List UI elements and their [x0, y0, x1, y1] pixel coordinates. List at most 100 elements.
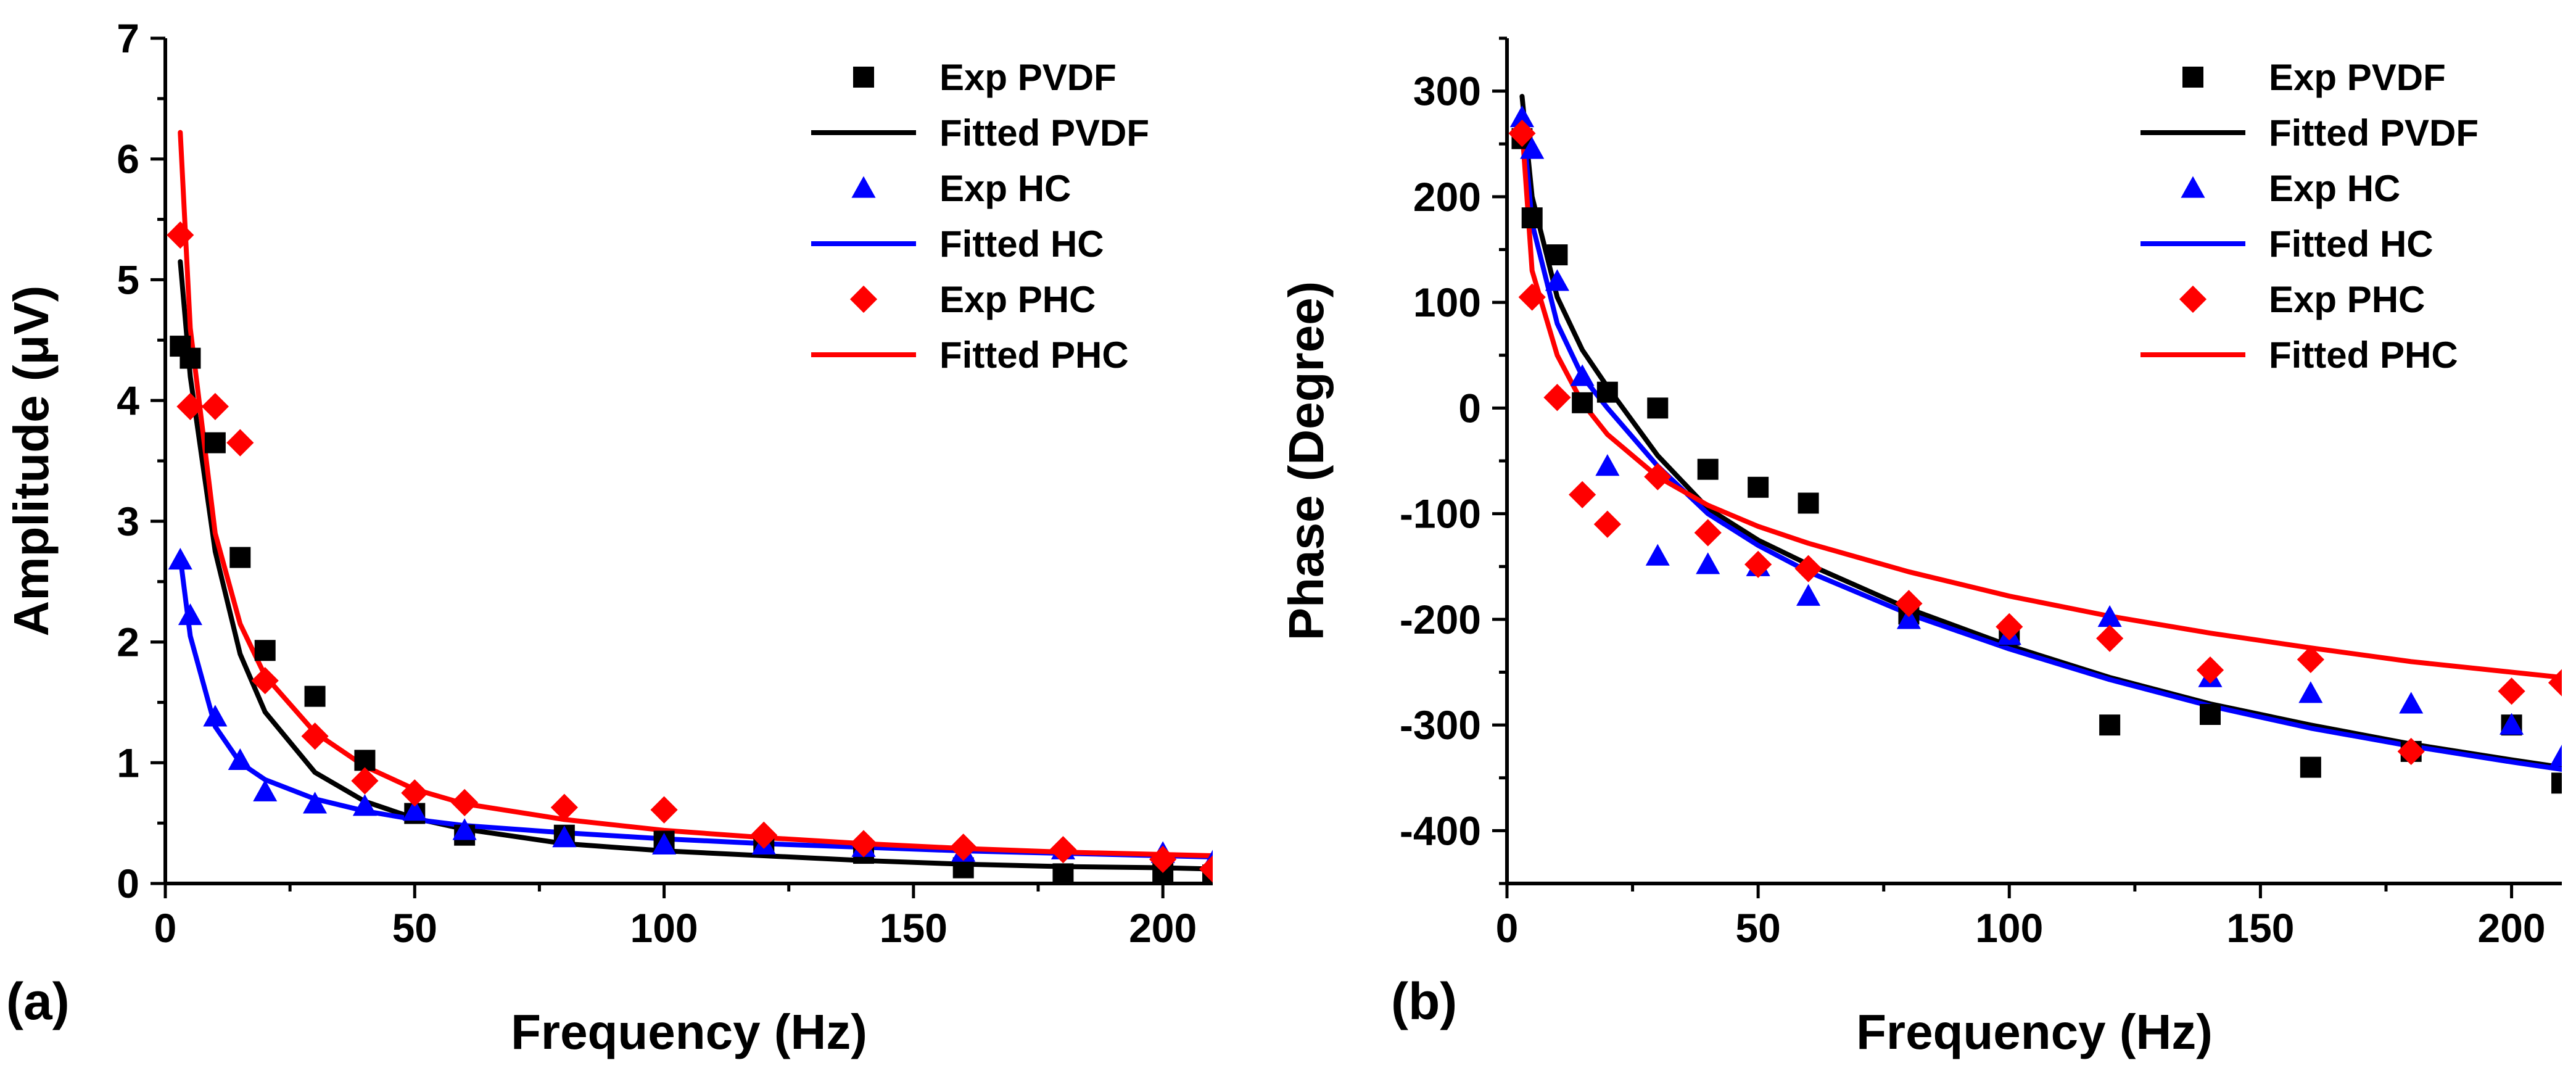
data-point-exp-pvdf [1521, 207, 1543, 229]
panel-b-phase-chart: 0 50 100 150 200 -400 -300 -200 -100 0 100 200 300 Fr… [1279, 36, 2562, 1059]
data-point-exp-pvdf [1748, 476, 1769, 498]
y-tick-label: 300 [1413, 68, 1481, 114]
data-point-exp-hc [1796, 584, 1821, 606]
y-tick-label: 6 [117, 136, 139, 182]
data-point-exp-phc [2297, 645, 2324, 674]
data-point-exp-phc [650, 796, 678, 824]
data-point-exp-phc [2498, 677, 2525, 705]
data-point-exp-hc [1645, 544, 1670, 566]
data-point-exp-pvdf [1596, 381, 1618, 403]
x-tick-label: 150 [880, 905, 947, 951]
data-point-exp-phc [2196, 656, 2224, 684]
data-point-exp-phc [167, 221, 194, 249]
y-axis-title: Amplitude (μV) [4, 286, 59, 637]
data-point-exp-pvdf [2099, 714, 2121, 736]
data-point-exp-hc [203, 705, 228, 727]
data-point-exp-phc [451, 788, 479, 816]
data-point-exp-phc [1644, 463, 1672, 490]
data-point-exp-pvdf [1697, 458, 1719, 480]
data-point-exp-hc [1509, 105, 1534, 128]
data-point-exp-pvdf [2551, 772, 2562, 794]
plot-area [167, 130, 1213, 883]
series-line-fitted-hc [178, 555, 1213, 859]
data-point-exp-hc [2399, 692, 2424, 714]
data-point-exp-pvdf [2200, 704, 2221, 725]
data-point-exp-pvdf [254, 640, 276, 661]
x-tick-label: 200 [1129, 905, 1197, 951]
legend-label: Fitted PVDF [939, 112, 1149, 154]
series-line-fitted-hc [1519, 109, 2562, 772]
data-point-exp-hc [1896, 607, 1921, 629]
data-point-exp-phc [1593, 510, 1621, 538]
data-point-exp-hc [2549, 744, 2562, 767]
panel-a-amplitude-chart: 0 50 100 150 200 0 1 2 3 4 5 6 7 Frequency (Hz) Amplit… [4, 15, 1213, 1059]
y-tick-label: 0 [117, 861, 139, 906]
data-point-exp-phc [2397, 737, 2425, 766]
legend: Exp PVDF Fitted PVDF Exp HC Fitted HC Exp PH… [2140, 57, 2479, 376]
data-point-exp-hc [2097, 605, 2122, 627]
legend-label: Fitted PVDF [2269, 112, 2479, 154]
data-point-exp-phc [226, 429, 254, 457]
y-tick-label: -100 [1400, 491, 1481, 537]
legend: Exp PVDF Fitted PVDF Exp HC Fitted HC Exp PH… [811, 57, 1149, 376]
data-point-exp-pvdf [229, 547, 251, 568]
x-tick-label: 50 [1735, 905, 1780, 951]
y-tick-label: 0 [1458, 385, 1481, 431]
data-point-exp-phc [251, 667, 279, 695]
data-point-exp-hc [452, 818, 477, 840]
data-point-exp-phc [1996, 613, 2023, 640]
legend-label: Exp PHC [939, 279, 1096, 320]
legend-swatch-marker [851, 176, 876, 198]
data-point-exp-pvdf [204, 432, 226, 453]
y-tick-label: 7 [117, 15, 139, 61]
x-tick-label: 0 [1496, 905, 1519, 951]
data-point-exp-pvdf [1546, 244, 1568, 266]
data-point-exp-phc [301, 722, 329, 750]
data-point-exp-pvdf [1052, 863, 1074, 883]
data-point-exp-phc [1569, 481, 1596, 508]
legend-swatch-marker [853, 67, 874, 88]
data-point-exp-pvdf [304, 685, 326, 707]
y-tick-label: 2 [117, 619, 139, 665]
data-point-exp-phc [1199, 855, 1213, 883]
panel-label: (a) [6, 972, 70, 1030]
data-point-exp-phc [1508, 120, 1536, 147]
data-point-exp-pvdf [2300, 756, 2321, 778]
data-point-exp-phc [1895, 590, 1923, 618]
x-axis-title: Frequency (Hz) [1856, 1004, 2213, 1059]
y-tick-label: 1 [117, 740, 139, 785]
data-point-exp-phc [550, 793, 578, 821]
data-point-exp-phc [1694, 519, 1722, 547]
legend-swatch-marker [2179, 285, 2207, 313]
legend-label: Fitted HC [2269, 223, 2434, 265]
data-point-exp-phc [1744, 550, 1772, 578]
y-tick-label: 100 [1413, 279, 1481, 325]
data-point-exp-phc [1149, 845, 1177, 873]
x-tick-label: 50 [392, 905, 437, 951]
data-point-exp-phc [2096, 624, 2124, 652]
data-point-exp-hc [1696, 552, 1720, 574]
data-point-exp-hc [2298, 681, 2323, 703]
data-point-exp-phc [201, 392, 229, 421]
data-point-exp-hc [552, 825, 577, 848]
data-point-exp-hc [178, 603, 202, 626]
data-point-exp-hc [168, 547, 192, 570]
data-point-exp-phc [401, 779, 429, 807]
y-tick-label: -400 [1400, 808, 1481, 853]
series-line-fitted-phc [1519, 125, 2562, 681]
data-point-exp-phc [949, 834, 977, 861]
data-point-exp-pvdf [1798, 492, 1819, 514]
data-point-exp-phc [1518, 283, 1546, 311]
data-point-exp-phc [1049, 836, 1077, 864]
legend-label: Fitted HC [939, 223, 1104, 265]
legend-label: Exp HC [939, 168, 1071, 209]
y-tick-label: -300 [1400, 702, 1481, 748]
y-tick-label: -200 [1400, 597, 1481, 642]
legend-swatch-marker [849, 285, 878, 313]
legend-label: Exp PVDF [939, 57, 1117, 98]
data-point-exp-pvdf [1647, 397, 1669, 419]
y-tick-label: 5 [117, 257, 139, 302]
legend-label: Exp PVDF [2269, 57, 2446, 98]
data-point-exp-hc [652, 832, 677, 855]
